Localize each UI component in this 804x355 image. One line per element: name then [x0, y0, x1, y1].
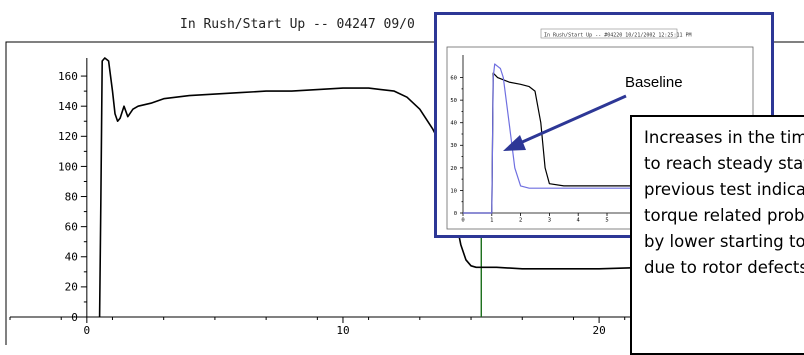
x-tick-label: 5 [605, 218, 608, 224]
x-tick-label: 4 [577, 218, 581, 224]
annotation-line: by lower starting torque [644, 229, 804, 255]
annotation-line: previous test indicate [644, 177, 804, 203]
y-tick-label: 10 [450, 188, 457, 194]
y-tick-label: 80 [65, 190, 78, 203]
inset-chart-title: In Rush/Start Up -- #04220 10/21/2002 12… [544, 33, 692, 39]
y-tick-label: 140 [58, 100, 78, 113]
x-tick-label: 0 [461, 218, 464, 224]
x-tick-label: 2 [519, 218, 522, 224]
main-chart-title: In Rush/Start Up -- 04247 09/0 [180, 17, 415, 32]
annotation-line: due to rotor defects [644, 255, 804, 281]
y-tick-label: 20 [450, 166, 457, 172]
y-tick-label: 40 [450, 121, 457, 127]
annotation-line: torque related problem [644, 203, 804, 229]
y-tick-label: 120 [58, 130, 78, 143]
y-tick-label: 40 [65, 251, 78, 264]
x-tick-label: 1 [490, 218, 493, 224]
annotation-line: to reach steady state [644, 151, 804, 177]
annotation-line: Increases in the time [644, 125, 804, 151]
x-tick-label: 0 [84, 324, 91, 337]
y-tick-label: 100 [58, 160, 78, 173]
x-tick-label: 10 [336, 324, 349, 337]
y-tick-label: 60 [65, 221, 78, 234]
annotation-textbox: Increases in the time to reach steady st… [630, 115, 804, 355]
y-tick-label: 30 [450, 143, 457, 149]
y-tick-label: 50 [450, 98, 457, 104]
y-tick-label: 0 [71, 311, 78, 324]
x-tick-label: 20 [592, 324, 605, 337]
baseline-label: Baseline [625, 74, 683, 91]
x-tick-label: 3 [548, 218, 551, 224]
y-tick-label: 0 [454, 211, 457, 217]
y-tick-label: 60 [450, 75, 457, 81]
y-tick-label: 160 [58, 70, 78, 83]
y-tick-label: 20 [65, 281, 78, 294]
